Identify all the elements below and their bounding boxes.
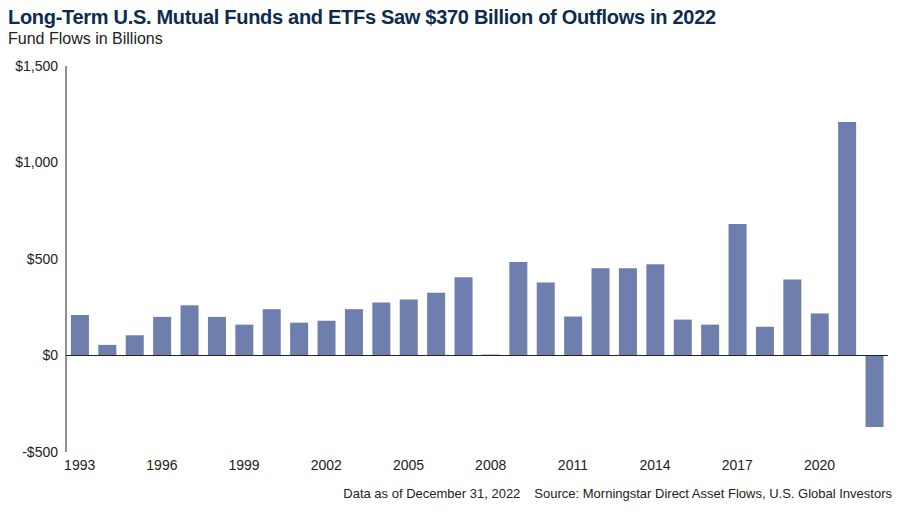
html-text:Data as of December 31, 2022: Data as of December 31, 2022 <box>343 486 521 501</box>
svg-text:2005: 2005 <box>393 457 424 473</box>
svg-text:2002: 2002 <box>311 457 342 473</box>
svg-text:$0: $0 <box>42 347 58 363</box>
svg-text:2017: 2017 <box>722 457 753 473</box>
svg-text:2008: 2008 <box>475 457 506 473</box>
svg-text:2014: 2014 <box>640 457 671 473</box>
svg-text:$500: $500 <box>27 251 58 267</box>
html-text:Source: Morningstar Direct Ass: Source: Morningstar Direct Asset Flows, … <box>534 486 892 501</box>
svg-text:1996: 1996 <box>146 457 177 473</box>
svg-text:$1,000: $1,000 <box>15 154 58 170</box>
svg-text:2011: 2011 <box>558 457 588 473</box>
svg-text:2020: 2020 <box>804 457 835 473</box>
html-text:Long-Term U.S. Mutual Funds an: Long-Term U.S. Mutual Funds and ETFs Saw… <box>8 6 716 28</box>
svg-text:$1,500: $1,500 <box>15 58 58 74</box>
html-text:Fund Flows in Billions: Fund Flows in Billions <box>8 30 163 47</box>
svg-text:1999: 1999 <box>229 457 260 473</box>
svg-text:1993: 1993 <box>64 457 95 473</box>
svg-text:-$500: -$500 <box>22 444 58 460</box>
